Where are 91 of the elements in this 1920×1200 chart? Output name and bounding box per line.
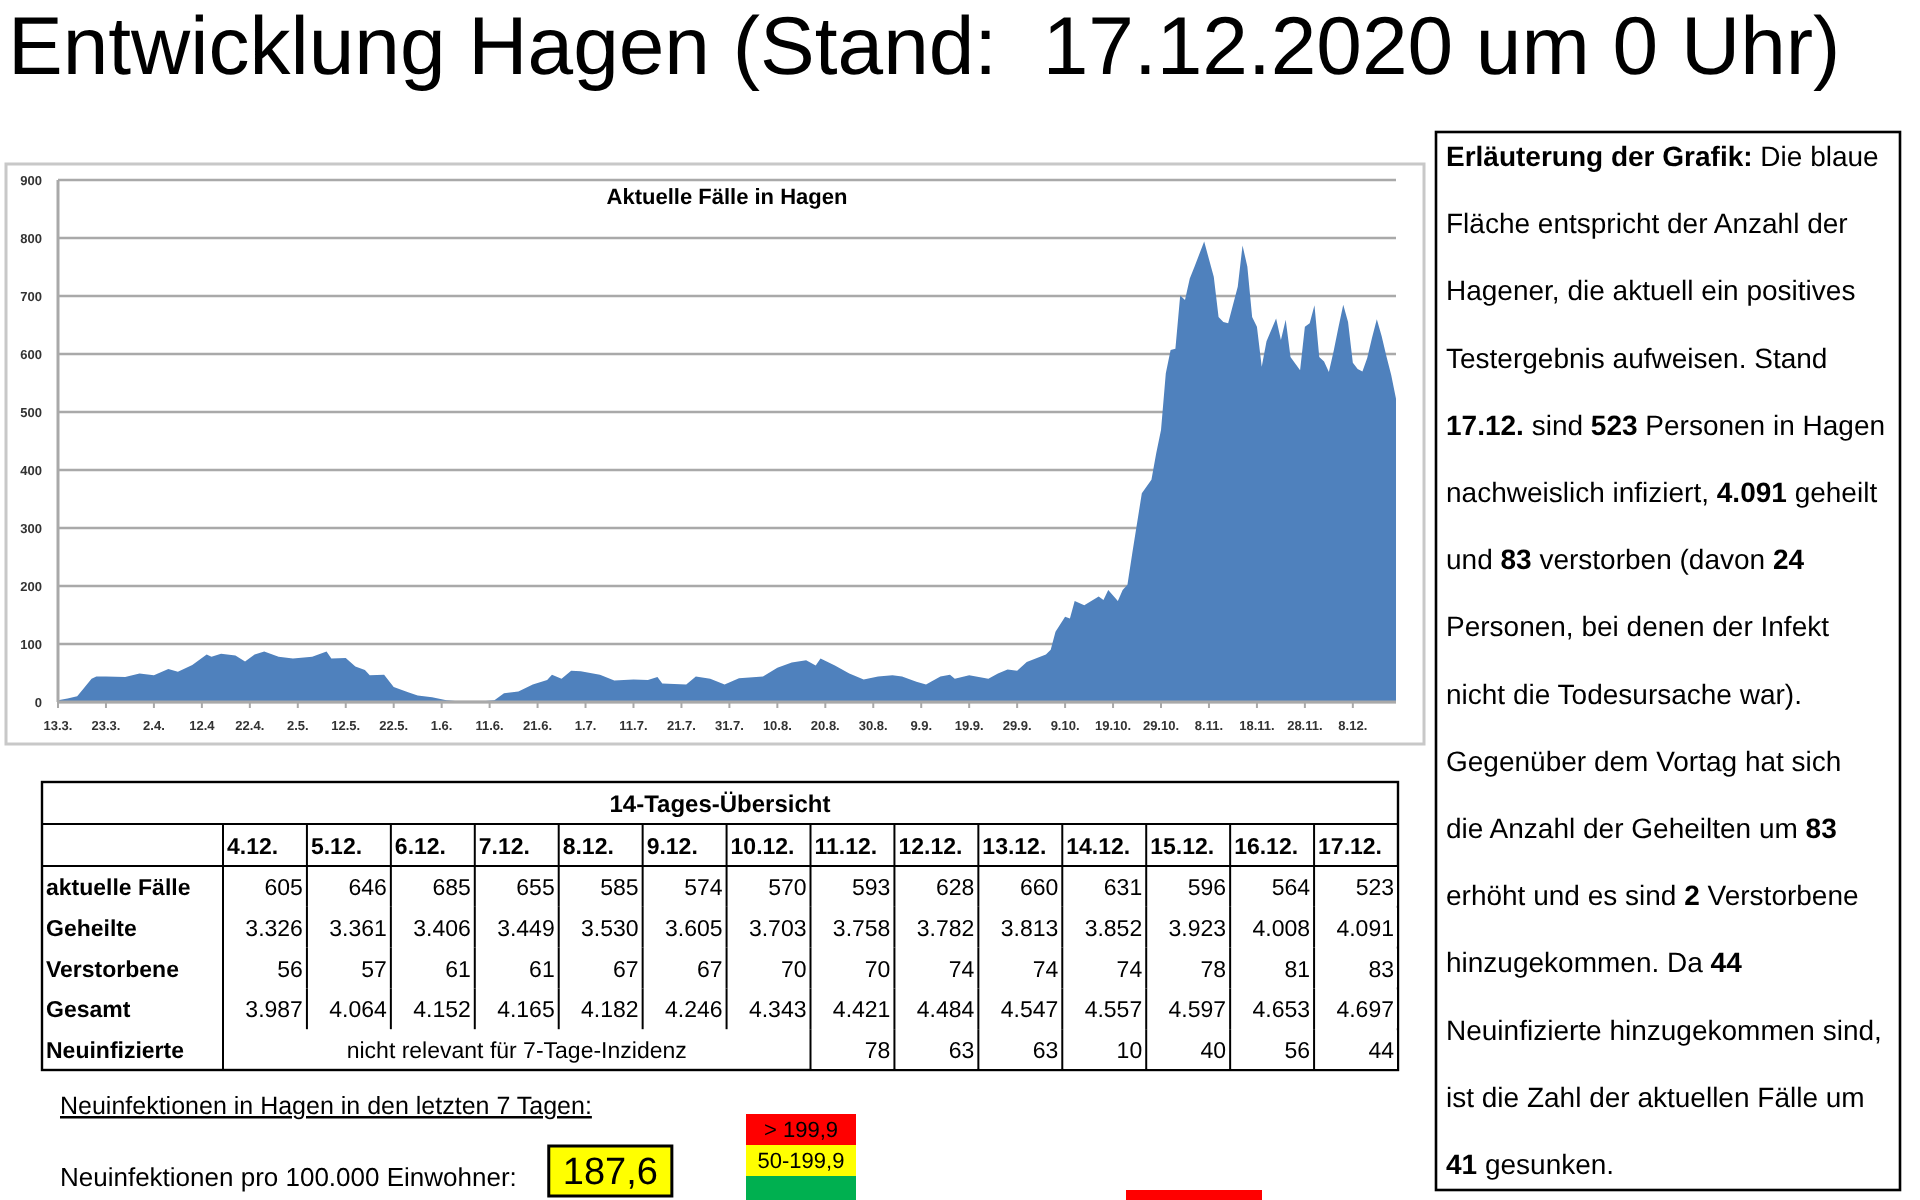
data-label: 3.852 xyxy=(1084,917,1143,942)
data-label: 56 xyxy=(277,958,303,983)
data-label: 78 xyxy=(1200,958,1227,983)
data-label: 570 xyxy=(768,877,807,901)
x-tick-label: 15.12. xyxy=(1150,836,1215,860)
x-tick-label: 17.12. xyxy=(1318,836,1383,860)
data-label: 3.987 xyxy=(245,999,303,1024)
data-label: 605 xyxy=(264,877,303,901)
data-label: 655 xyxy=(516,877,555,901)
category-label: > 199,9 xyxy=(763,1119,839,1143)
data-label: 3.326 xyxy=(245,917,303,942)
text: Entwicklung Hagen (Stand: 17.12.2020 um 0 Uhr) xyxy=(8,0,1841,92)
chart-title: Aktuelle Fälle in Hagen xyxy=(606,186,848,210)
data-label: 4.246 xyxy=(665,999,723,1024)
data-label: 56 xyxy=(1284,1040,1311,1065)
data-label: 70 xyxy=(864,958,891,983)
text: Neuinfektionen in Hagen in den letzten 7 Tagen: xyxy=(60,1092,592,1120)
data-label: 4.557 xyxy=(1084,999,1143,1024)
data-label: 61 xyxy=(529,958,555,983)
data-label: 4.547 xyxy=(1000,999,1059,1024)
data-label: 4.421 xyxy=(832,999,891,1024)
y-tick-label: aktuelle Fälle xyxy=(46,877,191,901)
data-label: 631 xyxy=(1103,877,1143,901)
annotation: nicht relevant für 7-Tage-Inzidenz xyxy=(346,1040,688,1065)
data-label: 3.782 xyxy=(916,917,975,942)
chart-title: 14-Tages-Übersicht xyxy=(609,790,831,818)
data-label: 63 xyxy=(1032,1040,1059,1065)
data-label: 685 xyxy=(432,877,471,901)
data-label: 67 xyxy=(696,958,723,983)
text: Neuinfektionen pro 100.000 Einwohner: xyxy=(60,1162,517,1192)
data-label: 4.008 xyxy=(1252,917,1311,942)
data-label: 523 xyxy=(1355,877,1394,901)
data-label: 596 xyxy=(1187,877,1227,901)
y-tick-label: Neuinfizierte xyxy=(46,1040,185,1065)
x-tick-label: 12.12. xyxy=(898,836,963,860)
category-label: 50-199,9 xyxy=(757,1150,845,1174)
x-tick-label: 6.12. xyxy=(394,836,447,860)
data-label: 10 xyxy=(1116,1040,1143,1065)
data-label: 3.758 xyxy=(832,917,891,942)
data-label: 44 xyxy=(1368,1040,1396,1065)
x-tick-label: 10.12. xyxy=(730,836,795,860)
data-label: 74 xyxy=(948,958,976,983)
data-label: 40 xyxy=(1200,1040,1227,1065)
data-label: 646 xyxy=(348,877,387,901)
data-label: 74 xyxy=(1032,958,1060,983)
x-tick-label: 8.12. xyxy=(562,836,614,860)
data-label: 4.653 xyxy=(1252,999,1311,1024)
data-label: 78 xyxy=(864,1040,891,1065)
data-label: 564 xyxy=(1271,877,1312,901)
x-tick-label: 5.12. xyxy=(310,836,363,860)
data-label: 3.923 xyxy=(1168,917,1227,942)
data-label: 4.165 xyxy=(497,999,555,1024)
data-label: 3.605 xyxy=(665,917,723,942)
data-label: 628 xyxy=(935,877,975,901)
data-label: 63 xyxy=(948,1040,975,1065)
data-label: 660 xyxy=(1019,877,1059,901)
data-label: 4.091 xyxy=(1336,917,1394,942)
data-label: 4.597 xyxy=(1168,999,1227,1024)
data-label: 3.530 xyxy=(581,917,639,942)
data-label: 585 xyxy=(600,877,639,901)
data-label: 574 xyxy=(684,877,724,901)
data-label: 3.406 xyxy=(413,917,471,942)
data-label: 593 xyxy=(852,877,891,901)
y-tick-label: Verstorbene xyxy=(46,958,179,983)
data-label: 3.703 xyxy=(748,917,807,942)
data-label: 3.361 xyxy=(329,917,387,942)
x-tick-label: 9.12. xyxy=(646,836,698,860)
data-label: 67 xyxy=(613,958,639,983)
data-label: 4.697 xyxy=(1336,999,1394,1024)
y-tick-label: Geheilte xyxy=(46,917,137,942)
x-tick-label: 14.12. xyxy=(1066,836,1131,860)
data-label: 70 xyxy=(780,958,807,983)
data-label: 74 xyxy=(1116,958,1144,983)
y-tick-label: Gesamt xyxy=(46,999,131,1024)
data-label: 57 xyxy=(361,958,387,983)
data-label: 61 xyxy=(445,958,471,983)
data-label: 4.484 xyxy=(916,999,976,1024)
text: 187,6 xyxy=(562,1152,658,1194)
x-tick-label: 11.12. xyxy=(814,836,878,860)
data-label: 3.449 xyxy=(497,917,555,942)
data-label: 4.064 xyxy=(329,999,389,1024)
x-tick-label: 16.12. xyxy=(1234,836,1299,860)
data-label: 81 xyxy=(1284,958,1311,983)
data-label: 4.182 xyxy=(581,999,639,1024)
x-tick-label: 7.12. xyxy=(478,836,530,860)
data-label: 4.343 xyxy=(748,999,807,1024)
data-label: 4.152 xyxy=(413,999,471,1024)
x-tick-label: 4.12. xyxy=(227,836,279,860)
data-label: 83 xyxy=(1368,958,1394,983)
x-tick-label: 13.12. xyxy=(982,836,1047,860)
data-label: 3.813 xyxy=(1000,917,1059,942)
